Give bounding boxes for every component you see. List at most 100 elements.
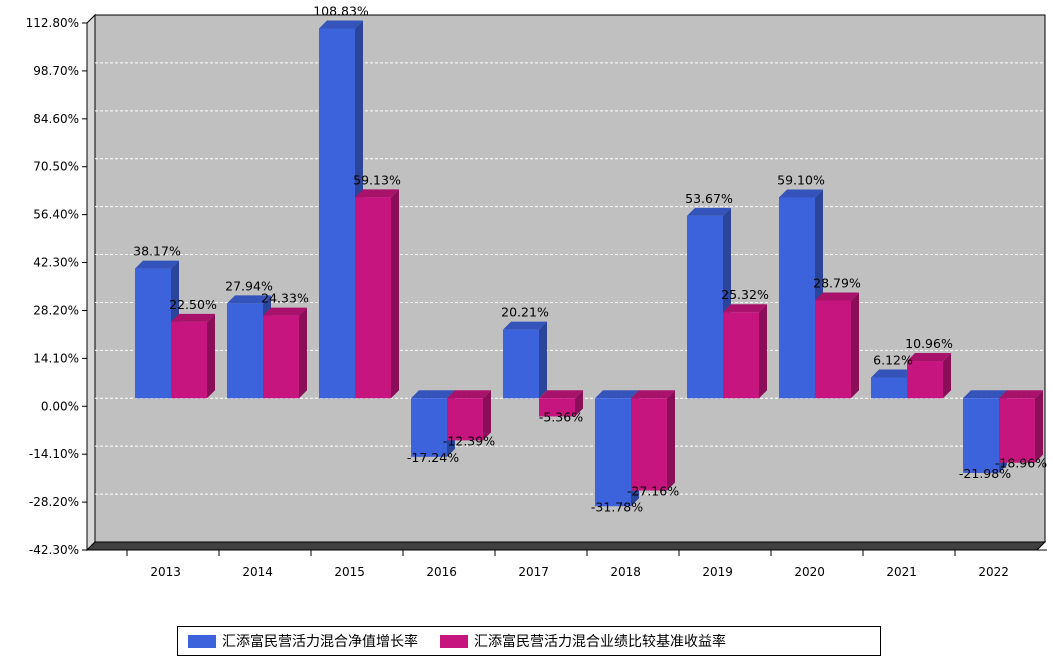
bar <box>319 28 355 399</box>
data-label: 6.12% <box>873 352 913 367</box>
y-tick-label: 42.30% <box>33 256 79 270</box>
x-tick-label: 2016 <box>426 565 457 579</box>
y-tick-label: 28.20% <box>33 303 79 317</box>
data-label: 28.79% <box>813 275 861 290</box>
data-label: -12.39% <box>443 433 495 448</box>
data-label: 59.13% <box>353 172 401 187</box>
data-label: 53.67% <box>685 191 733 206</box>
bar-side <box>207 313 215 399</box>
x-tick-label: 2021 <box>886 565 917 579</box>
bar <box>815 300 851 399</box>
x-tick-label: 2020 <box>794 565 825 579</box>
bar <box>687 215 723 399</box>
plot-floor <box>85 541 1047 551</box>
bar <box>631 398 667 491</box>
data-label: 38.17% <box>133 244 181 259</box>
bars <box>135 20 1043 507</box>
bar-top <box>355 189 399 198</box>
bar <box>539 398 575 417</box>
bar <box>447 398 483 441</box>
bar-top <box>135 260 179 269</box>
bar <box>907 361 943 399</box>
bar-top <box>963 390 1007 399</box>
data-labels: 38.17% 22.50% 27.94%24.33% 108.83% 59.13% -17… <box>133 3 1047 514</box>
bar-side <box>299 307 307 399</box>
legend-item-nav-growth: 汇添富民营活力混合净值增长率 <box>188 631 418 651</box>
data-label: 22.50% <box>169 297 217 312</box>
x-tick-label: 2014 <box>242 565 273 579</box>
bar-top <box>171 313 215 322</box>
legend-swatch-nav-growth <box>188 634 216 648</box>
bar-top <box>723 304 767 313</box>
data-label: 10.96% <box>905 336 953 351</box>
data-label: 20.21% <box>501 305 549 320</box>
data-label: -17.24% <box>407 450 459 465</box>
bar-top <box>503 321 547 330</box>
bar-top <box>595 390 639 399</box>
y-tick-label: 70.50% <box>33 160 79 174</box>
bar <box>963 398 999 473</box>
legend-item-benchmark: 汇添富民营活力混合业绩比较基准收益率 <box>440 631 726 651</box>
y-tick-label: -14.10% <box>29 447 79 461</box>
y-tick-label: 56.40% <box>33 208 79 222</box>
bar-top <box>687 207 731 216</box>
bar <box>263 315 299 399</box>
bar <box>999 398 1035 463</box>
bar <box>135 268 171 399</box>
bar-top <box>999 390 1043 399</box>
bar-top <box>447 390 491 399</box>
bar-top <box>411 390 455 399</box>
bar-top <box>631 390 675 399</box>
legend-swatch-benchmark <box>440 634 468 648</box>
bar-top <box>539 390 583 399</box>
data-label: -21.98% <box>959 466 1011 481</box>
bar-top <box>907 353 951 362</box>
data-label: -27.16% <box>627 484 679 499</box>
bar <box>871 377 907 399</box>
legend-label-benchmark: 汇添富民营活力混合业绩比较基准收益率 <box>474 634 726 650</box>
x-axis: 2013 2014 2015 2016 2017 2018 2019 2020 2021 2022 <box>87 549 1047 579</box>
y-tick-label: 84.60% <box>33 112 79 126</box>
bar-side <box>539 321 547 399</box>
bar <box>723 312 759 399</box>
bar-side <box>667 390 675 491</box>
data-label: 27.94% <box>225 278 273 293</box>
y-tick-label: -42.30% <box>29 543 79 557</box>
x-tick-label: 2018 <box>610 565 641 579</box>
bar-side <box>391 189 399 399</box>
data-label: 24.33% <box>261 291 309 306</box>
bar-top <box>779 189 823 198</box>
legend: 汇添富民营活力混合净值增长率 汇添富民营活力混合业绩比较基准收益率 <box>177 626 881 656</box>
data-label: -18.96% <box>995 456 1047 471</box>
bar-side <box>943 353 951 399</box>
data-label: 25.32% <box>721 287 769 302</box>
bar-top <box>227 295 271 304</box>
bar <box>503 329 539 399</box>
bar-side <box>483 390 491 441</box>
plot-left-wall <box>86 13 96 552</box>
bar-top <box>815 292 859 301</box>
data-label: 108.83% <box>313 3 369 18</box>
x-tick-label: 2019 <box>702 565 733 579</box>
legend-label-nav-growth: 汇添富民营活力混合净值增长率 <box>222 634 418 650</box>
plot-area <box>94 14 1046 543</box>
y-tick-label: 14.10% <box>33 351 79 365</box>
plot-frame <box>85 13 1047 552</box>
y-tick-label: 0.00% <box>41 399 79 413</box>
x-tick-label: 2015 <box>334 565 365 579</box>
bar <box>227 303 263 399</box>
bar-side <box>575 390 583 417</box>
bar <box>355 197 391 399</box>
x-tick-label: 2013 <box>150 565 181 579</box>
y-tick-label: -28.20% <box>29 495 79 509</box>
y-tick-label: 98.70% <box>33 64 79 78</box>
data-label: 59.10% <box>777 172 825 187</box>
bar-top <box>319 20 363 29</box>
bar-top <box>871 369 915 378</box>
bar-side <box>759 304 767 399</box>
x-tick-label: 2022 <box>978 565 1009 579</box>
data-label: -5.36% <box>539 409 583 424</box>
bar <box>779 197 815 399</box>
data-label: -31.78% <box>591 499 643 514</box>
